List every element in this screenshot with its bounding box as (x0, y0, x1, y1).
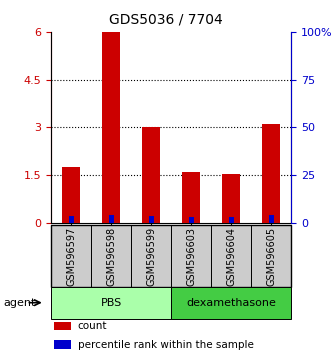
Text: agent: agent (3, 298, 36, 308)
Bar (149, 216, 154, 223)
Bar (54, 341, 71, 349)
Text: GSM596605: GSM596605 (266, 227, 276, 286)
Text: GDS5036 / 7704: GDS5036 / 7704 (109, 12, 222, 27)
Bar (69, 216, 74, 223)
Text: GSM596599: GSM596599 (146, 227, 156, 286)
Bar (269, 215, 274, 223)
Bar (102, 32, 120, 223)
Bar (171, 225, 211, 287)
Text: GSM596604: GSM596604 (226, 227, 236, 286)
Text: PBS: PBS (101, 298, 122, 308)
Text: dexamethasone: dexamethasone (186, 298, 276, 308)
Bar (142, 127, 160, 223)
Bar (262, 124, 280, 223)
Bar (62, 167, 80, 223)
Text: GSM596597: GSM596597 (66, 227, 76, 286)
Bar (229, 217, 234, 223)
Bar (182, 172, 200, 223)
Bar (171, 287, 291, 319)
Bar (51, 225, 91, 287)
Bar (54, 322, 71, 330)
Text: GSM596603: GSM596603 (186, 227, 196, 286)
Bar (109, 215, 114, 223)
Bar (251, 225, 291, 287)
Bar (91, 225, 131, 287)
Bar (222, 174, 240, 223)
Bar (189, 217, 194, 223)
Bar (131, 225, 171, 287)
Bar (211, 225, 251, 287)
Text: count: count (78, 321, 107, 331)
Text: GSM596598: GSM596598 (106, 227, 116, 286)
Text: percentile rank within the sample: percentile rank within the sample (78, 339, 254, 349)
Bar (51, 287, 171, 319)
